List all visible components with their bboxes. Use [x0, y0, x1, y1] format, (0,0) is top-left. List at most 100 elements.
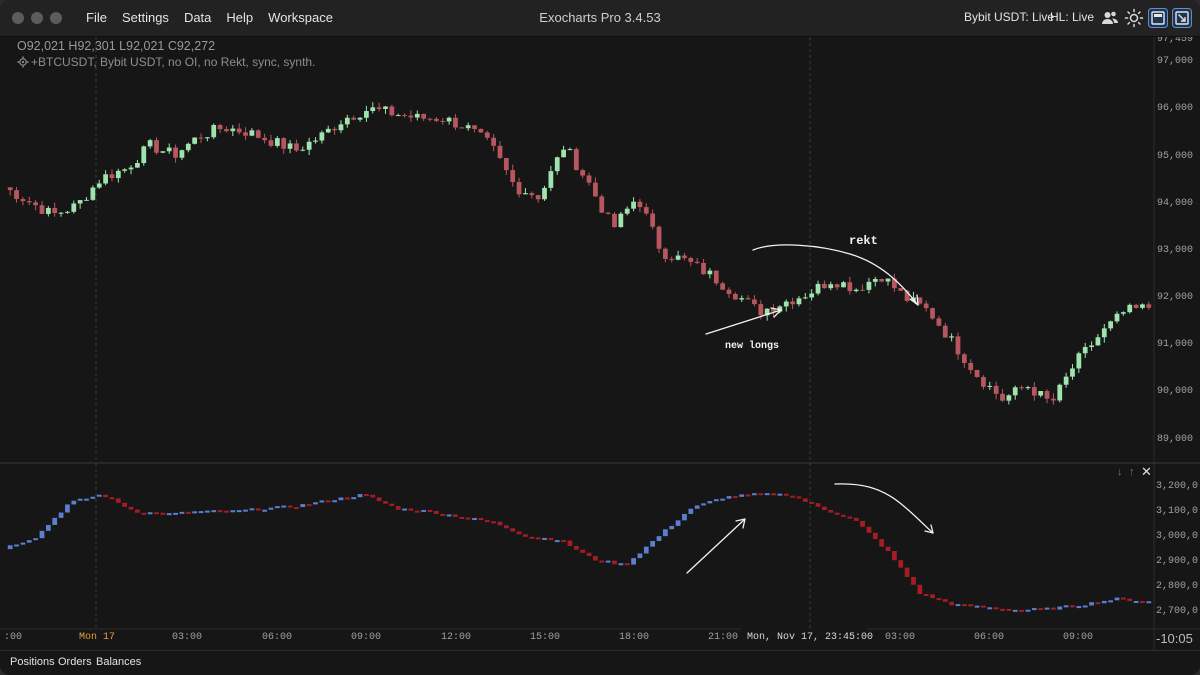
candle-body: [230, 128, 236, 132]
close-window-button[interactable]: [12, 12, 24, 24]
tab-orders[interactable]: Orders: [58, 656, 92, 668]
sub-bar: [707, 501, 713, 504]
sub-bar: [968, 604, 974, 607]
sub-bar: [147, 512, 153, 515]
sub-bar: [45, 524, 51, 531]
sub-bar: [739, 494, 745, 497]
candle-body: [777, 306, 783, 312]
sub-bar: [1044, 607, 1050, 610]
menu-data[interactable]: Data: [183, 10, 212, 25]
candle-body: [561, 149, 566, 158]
sub-bar: [211, 510, 217, 513]
candle-body: [421, 113, 427, 119]
candle-body: [370, 107, 376, 111]
candle-body: [656, 226, 662, 249]
candle-body: [166, 147, 172, 152]
menu-bar: File Settings Data Help Workspace: [86, 10, 333, 25]
candle-body: [593, 182, 598, 197]
sub-bar: [1038, 608, 1044, 611]
candle-body: [675, 255, 681, 260]
candle-body: [923, 303, 929, 309]
sub-bar: [478, 518, 484, 521]
sub-bar: [84, 498, 89, 501]
sub-bar: [433, 511, 439, 514]
time-label: 09:00: [351, 632, 381, 643]
menu-help[interactable]: Help: [226, 10, 254, 25]
candle-body: [713, 270, 719, 284]
candle-body: [65, 211, 70, 213]
sub-bar: [1146, 601, 1152, 604]
candle-body: [981, 376, 986, 387]
sub-bar: [1076, 606, 1082, 609]
candle-body: [1101, 328, 1107, 338]
settings-gear-icon[interactable]: [17, 56, 29, 68]
candle-body: [332, 128, 337, 131]
candle-body: [465, 125, 471, 129]
rekt-arrowhead: [909, 294, 919, 306]
candle-body: [26, 201, 32, 203]
menu-file[interactable]: File: [86, 10, 107, 25]
candle-body: [796, 298, 802, 305]
candle-body: [58, 212, 64, 214]
sub-bar: [351, 497, 357, 500]
sub-bar: [332, 500, 337, 503]
sub-bar: [446, 514, 452, 517]
sub-bar: [65, 504, 70, 513]
sub-bar: [376, 497, 382, 502]
candle-body: [599, 196, 605, 213]
pane-move-up-icon[interactable]: ↑: [1129, 466, 1135, 478]
sub-arrow: [686, 518, 746, 574]
menu-settings[interactable]: Settings: [121, 10, 169, 25]
sub-bar: [586, 552, 592, 557]
candle-body: [472, 125, 477, 129]
candle-body: [351, 117, 357, 120]
sub-bar: [542, 537, 547, 540]
pane-close-icon[interactable]: ✕: [1141, 464, 1152, 479]
price-tick: 90,000: [1157, 386, 1193, 397]
candle-body: [669, 258, 675, 260]
candle-body: [52, 207, 58, 214]
candle-body: [344, 117, 350, 125]
sub-bar: [1031, 608, 1037, 611]
sub-bar: [484, 520, 490, 523]
sub-bar: [427, 509, 433, 512]
pane-move-down-icon[interactable]: ↓: [1117, 466, 1123, 478]
candle-body: [516, 181, 522, 195]
candle-body: [395, 115, 401, 117]
minimize-window-button[interactable]: [31, 12, 43, 24]
candle-body: [274, 138, 280, 146]
sun-icon[interactable]: [1124, 8, 1144, 28]
sub-bar: [1063, 605, 1069, 608]
sub-bar: [128, 506, 134, 510]
zoom-window-button[interactable]: [50, 12, 62, 24]
sub-bar: [898, 560, 904, 568]
candle-body: [1038, 391, 1044, 396]
candle-body: [1000, 393, 1005, 401]
time-label: 06:00: [262, 632, 292, 643]
sub-bar: [141, 512, 147, 515]
sub-bar: [204, 510, 210, 513]
users-icon[interactable]: [1100, 8, 1120, 28]
candle-body: [1140, 304, 1145, 308]
layout-icon[interactable]: [1148, 8, 1168, 28]
expand-icon[interactable]: [1172, 8, 1192, 28]
tab-positions[interactable]: Positions: [10, 656, 55, 668]
candle-body: [1019, 387, 1024, 389]
crosshair-time-label: Mon, Nov 17, 23:45:00: [747, 632, 873, 643]
price-tick: 95,000: [1157, 151, 1193, 162]
sub-bar: [1012, 609, 1018, 612]
sub-bar: [453, 514, 458, 517]
sub-bar: [745, 494, 751, 497]
menu-workspace[interactable]: Workspace: [268, 10, 333, 25]
price-tick: 97,000: [1157, 56, 1193, 67]
sub-bar: [777, 493, 783, 496]
sub-bar: [344, 497, 350, 500]
sub-bar: [796, 496, 802, 499]
candle-body: [14, 190, 19, 200]
candle-body: [33, 202, 39, 206]
price-chart[interactable]: 97,459 97,000 96,000 95,000 94,000 93,00…: [0, 37, 1200, 650]
tab-balances[interactable]: Balances: [96, 656, 142, 668]
candle-body: [414, 113, 420, 118]
sub-bar: [1070, 605, 1075, 608]
candle-body: [103, 174, 108, 184]
